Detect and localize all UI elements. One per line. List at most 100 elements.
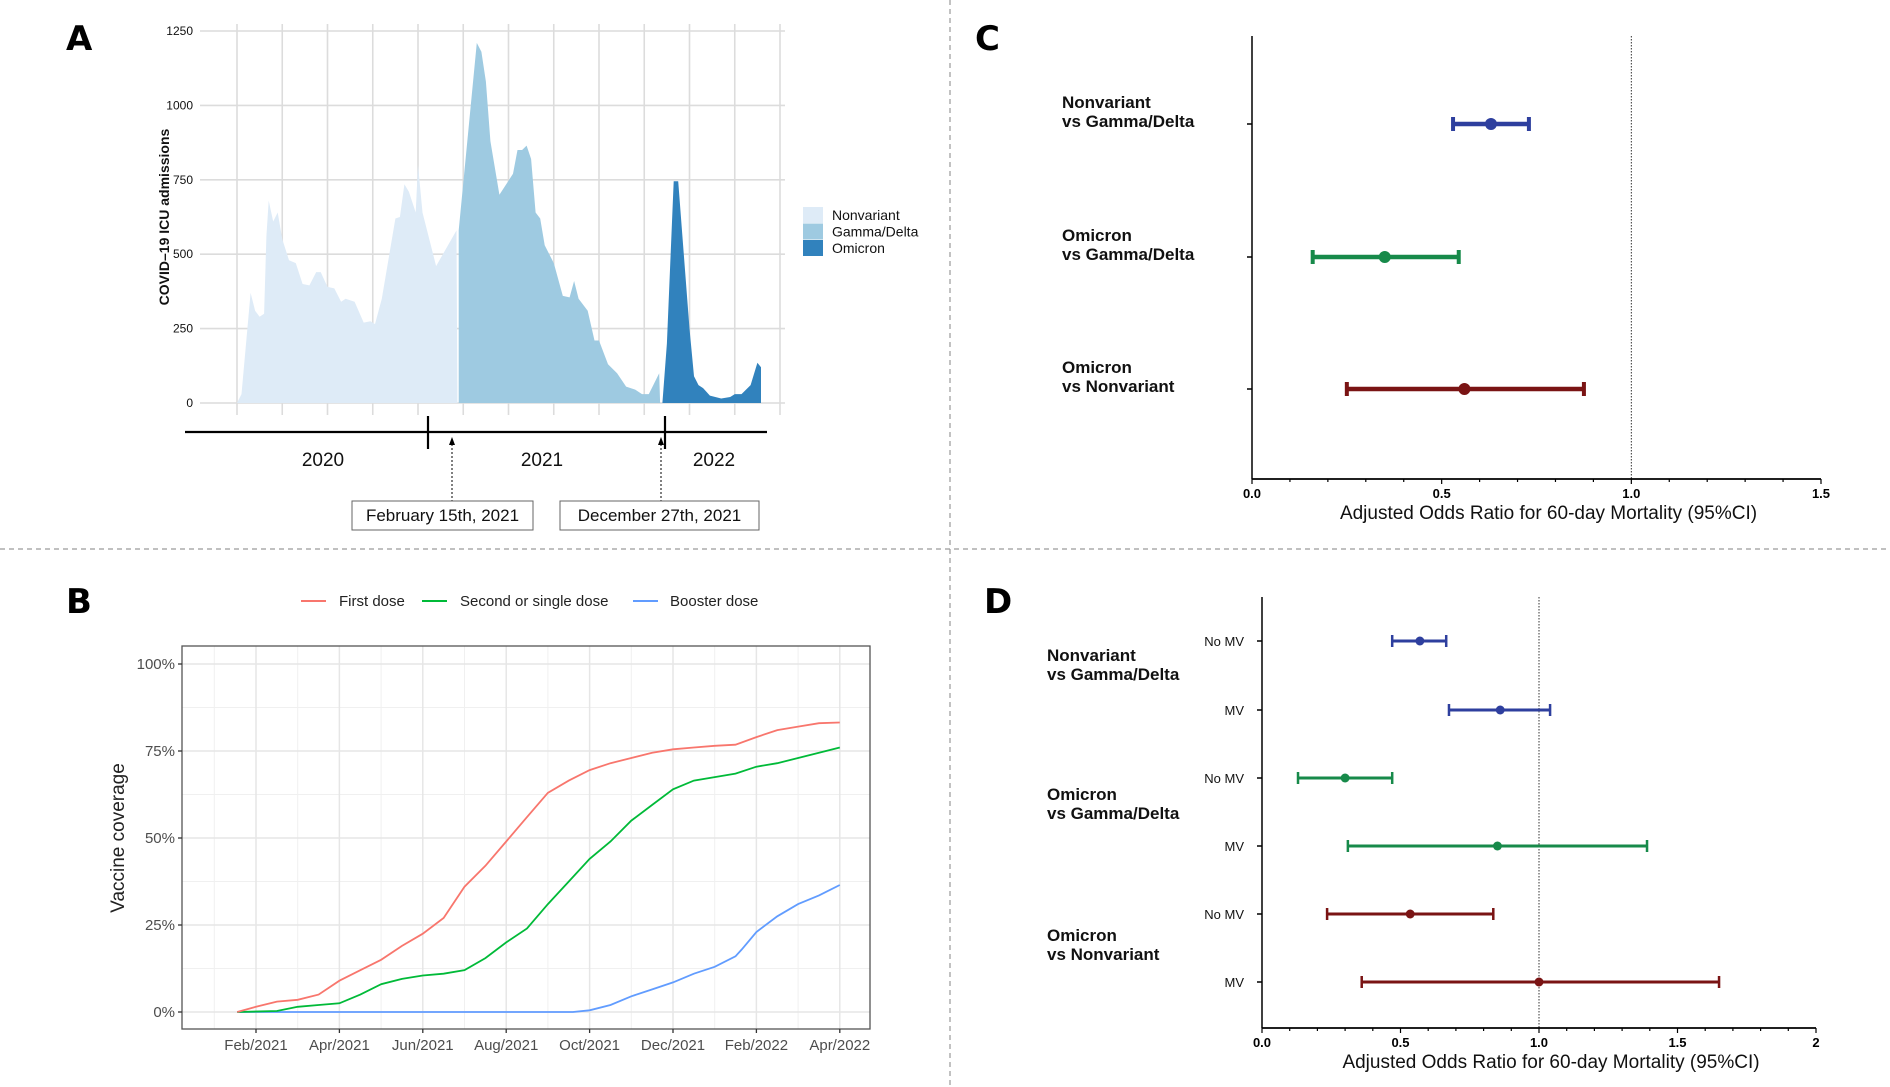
legend-swatch [803,207,823,223]
annotation-arrowhead-icon [449,437,455,445]
legend-label: First dose [339,593,405,610]
x-tick-label: Dec/2021 [641,1037,705,1054]
panel-b-vaccine-coverage-chart: First dose Second or single dose Booster d… [108,593,871,1054]
annotation-box [351,500,534,531]
legend-label: Nonvariant [832,207,900,223]
y-tick-label: 50% [145,830,175,847]
x-tick-label: 0.5 [1433,486,1451,501]
row-label-mv: MV [1225,975,1245,990]
row-label-line2: vs Gamma/Delta [1062,245,1195,264]
x-tick-label: 1.5 [1812,486,1830,501]
group-label-line2: vs Gamma/Delta [1047,665,1180,684]
point-estimate [1458,383,1471,395]
ci-row [1325,908,1495,920]
legend-label: Second or single dose [460,593,608,610]
x-tick-label: 1.5 [1668,1035,1686,1050]
y-tick-label: 0 [186,396,193,410]
ci-row [1346,840,1649,852]
group-label-line2: vs Nonvariant [1047,945,1160,964]
row-label-line1: Omicron [1062,226,1132,245]
x-tick-label: Apr/2022 [809,1037,870,1054]
row-label-mv: No MV [1204,907,1244,922]
x-tick-label: Apr/2021 [309,1037,370,1054]
ci-row [1451,117,1531,131]
y-tick-label: 100% [137,656,175,673]
row-label-line1: Nonvariant [1062,93,1151,112]
x-tick-label: Feb/2021 [224,1037,287,1054]
ci-row [1447,704,1552,716]
group-label-line1: Omicron [1047,785,1117,804]
row-label-mv: MV [1225,703,1245,718]
panel-b-y-axis-title: Vaccine coverage [108,763,129,913]
panel-b-legend: First dose Second or single dose Booster d… [301,593,758,610]
x-tick-label: 1.0 [1622,486,1640,501]
point-estimate [1534,977,1544,987]
ci-row [1296,772,1394,784]
group-label-line1: Omicron [1047,926,1117,945]
area-omicron [662,181,761,403]
panel-a-areas [237,42,761,404]
annotation-date-label: December 27th, 2021 [578,506,742,525]
legend-label: Gamma/Delta [832,224,919,240]
y-tick-label: 25% [145,917,175,934]
line-second-or-single-dose [237,746,841,1013]
row-label-line1: Omicron [1062,358,1132,377]
group-label-line1: Nonvariant [1047,646,1136,665]
panel-letter-c: C [975,19,1000,59]
y-tick-label: 1000 [166,98,193,112]
timeline-year-label: 2020 [302,450,344,471]
panel-letter-a: A [66,19,93,59]
x-axis-title: Adjusted Odds Ratio for 60-day Mortality… [1340,503,1757,524]
group-label-line2: vs Gamma/Delta [1047,804,1180,823]
line-booster-dose [237,884,841,1013]
point-estimate [1492,841,1502,851]
point-estimate [1484,118,1497,130]
panel-c-forest-plot: 0.0 0.5 1.0 1.5 Adjusted Odds Ratio for 60-d… [1062,36,1830,524]
x-axis-title: Adjusted Odds Ratio for 60-day Mortality… [1342,1052,1759,1073]
panel-a-timeline: 2020 2021 2022 February 15th, 2021 December … [185,416,767,531]
panel-letter-d: D [984,582,1012,622]
timeline-year-label: 2021 [521,450,563,471]
row-label-mv: No MV [1204,771,1244,786]
annotation-box [559,500,760,531]
timeline-year-label: 2022 [693,450,735,471]
point-estimate [1415,636,1425,646]
y-tick-label: 0% [153,1004,175,1021]
x-tick-label: 2 [1812,1035,1819,1050]
x-tick-label: Feb/2022 [725,1037,788,1054]
ci-row [1344,382,1586,396]
panel-a-icu-admissions-chart: 0 250 500 750 1000 1250 COVID–19 ICU admissio… [156,24,919,531]
y-tick-label: 500 [173,247,193,261]
legend-swatch [803,240,823,256]
x-tick-label: 0.5 [1391,1035,1409,1050]
x-tick-label: Oct/2021 [559,1037,620,1054]
annotation-date-label: February 15th, 2021 [366,506,519,525]
point-estimate [1405,909,1415,919]
line-first-dose [236,721,840,1013]
x-tick-label: Jun/2021 [392,1037,454,1054]
x-tick-label: 1.0 [1530,1035,1548,1050]
panel-b-gridlines [182,646,870,1029]
panel-a-y-ticks: 0 250 500 750 1000 1250 [166,24,193,410]
panel-a-y-axis-title: COVID–19 ICU admissions [156,128,172,305]
panel-letter-b: B [66,582,92,622]
legend-swatch [803,223,823,240]
row-label-line2: vs Gamma/Delta [1062,112,1195,131]
legend-label: Booster dose [670,593,758,610]
point-estimate [1340,773,1350,783]
point-estimate [1378,251,1391,263]
x-tick-label: Aug/2021 [474,1037,538,1054]
row-label-mv: No MV [1204,634,1244,649]
y-tick-label: 75% [145,743,175,760]
panel-b-axes: 0% 25% 50% 75% 100% Feb/2021 Apr/2021 Jun/2021 A… [137,645,871,1054]
area-nonvariant [237,164,458,403]
legend-label: Omicron [832,240,885,256]
y-tick-label: 250 [173,322,193,336]
ci-row [1390,635,1448,647]
ci-row [1310,250,1461,264]
area-gamma-delta [458,42,661,404]
y-tick-label: 1250 [166,24,193,38]
panel-b-lines [236,721,841,1013]
